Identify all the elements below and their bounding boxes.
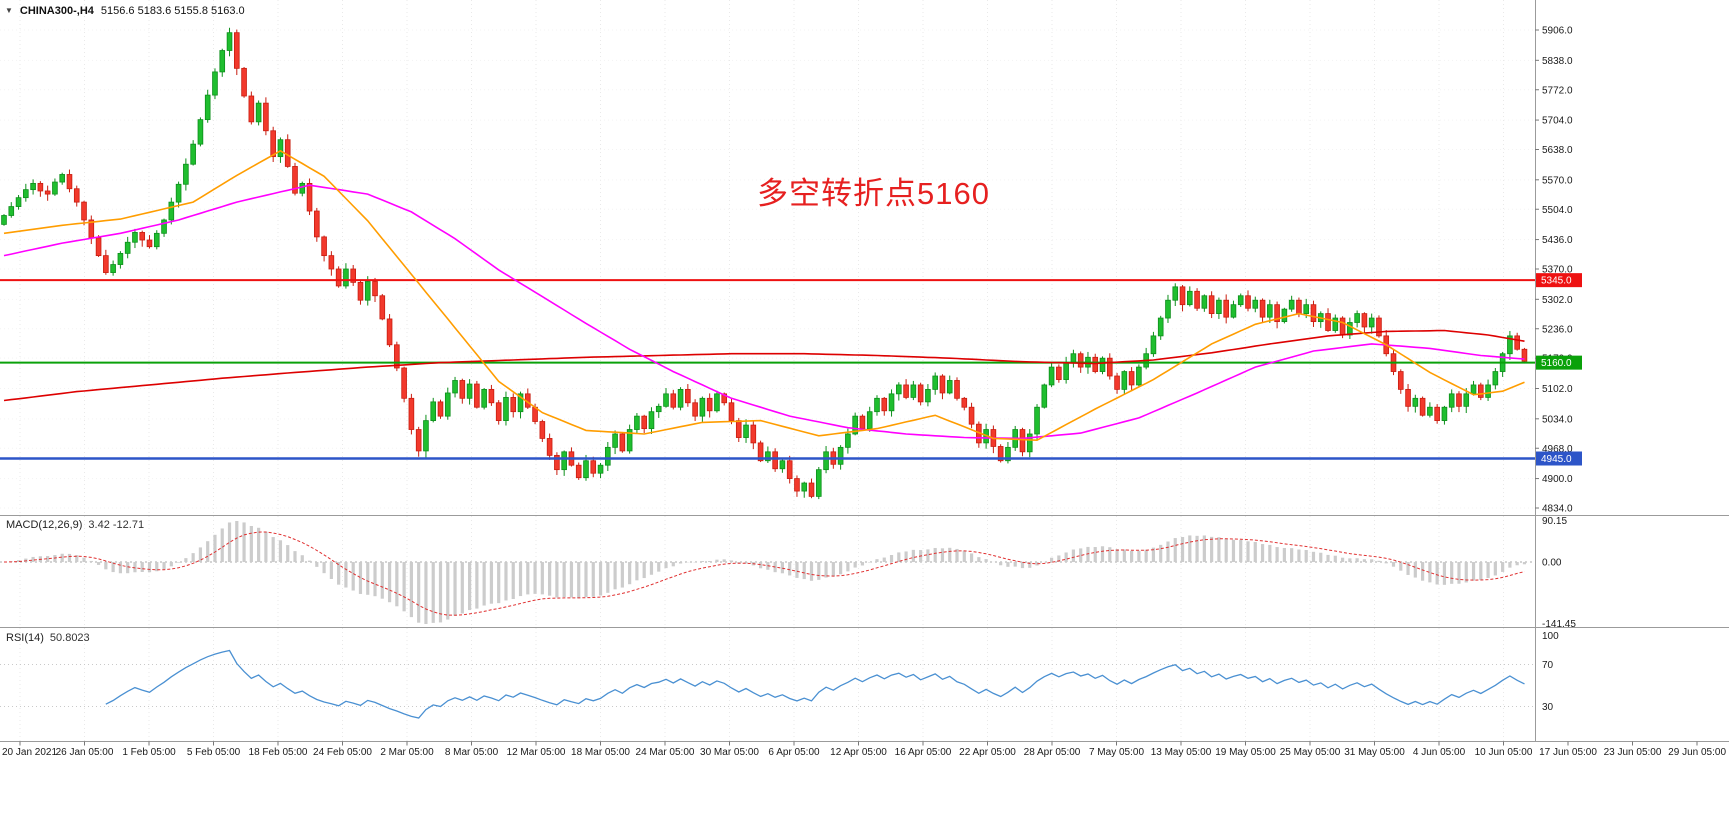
symbol-timeframe-label: CHINA300-,H4 [19, 5, 94, 17]
time-tick-label: 16 Apr 05:00 [895, 747, 952, 758]
time-tick-label: 26 Jan 05:00 [56, 747, 114, 758]
price-axis[interactable]: 5906.0 5838.0 5772.0 5704.0 5638.0 5570.0 5504… [1535, 26, 1582, 515]
time-tick-label: 5 Feb 05:00 [187, 747, 241, 758]
price-tick-label: 5236.0 [1542, 324, 1573, 335]
macd-axis-label: -141.45 [1542, 619, 1576, 630]
time-tick-label: 23 Jun 05:00 [1604, 747, 1662, 758]
price-tick-label: 5570.0 [1542, 175, 1573, 186]
time-tick-label: 19 May 05:00 [1215, 747, 1276, 758]
price-tick-label: 4900.0 [1542, 474, 1573, 485]
time-tick-label: 22 Apr 05:00 [959, 747, 1016, 758]
ma-line-slow-red [3, 329, 1525, 402]
ma-line-medium-magenta [3, 184, 1525, 440]
svg-text:5160.0: 5160.0 [1541, 358, 1572, 369]
price-tick-label: 4834.0 [1542, 504, 1573, 515]
price-tick-label: 5704.0 [1542, 116, 1573, 127]
price-tick-label: 5838.0 [1542, 56, 1573, 67]
symbol-header: ▼ CHINA300-,H4 5156.6 5183.6 5155.8 5163… [5, 5, 245, 17]
price-tick-label: 4968.0 [1542, 444, 1573, 455]
time-tick-label: 29 Jun 05:00 [1668, 747, 1726, 758]
macd-axis-label: 0.00 [1542, 558, 1562, 569]
rsi-line [105, 649, 1525, 719]
price-tick-label: 5034.0 [1542, 414, 1573, 425]
time-tick-label: 18 Feb 05:00 [249, 747, 308, 758]
price-badge-5345.0: 5345.0 [1536, 273, 1582, 288]
trend-note-text[interactable]: 多空转折点5160 [757, 176, 990, 211]
time-tick-label: 7 May 05:00 [1089, 747, 1144, 758]
macd-signal-line [3, 531, 1525, 616]
price-tick-label: 5638.0 [1542, 145, 1573, 156]
time-tick-label: 13 May 05:00 [1151, 747, 1212, 758]
time-tick-label: 30 Mar 05:00 [700, 747, 759, 758]
time-tick-label: 17 Jun 05:00 [1539, 747, 1597, 758]
time-tick-label: 25 May 05:00 [1280, 747, 1341, 758]
ma-line-fast-orange [3, 149, 1525, 442]
macd-histogram [9, 521, 1527, 624]
time-tick-label: 10 Jun 05:00 [1475, 747, 1533, 758]
price-tick-label: 5436.0 [1542, 235, 1573, 246]
time-tick-label: 24 Mar 05:00 [636, 747, 695, 758]
time-tick-label: 20 Jan 2021 [2, 747, 57, 758]
time-tick-label: 6 Apr 05:00 [768, 747, 820, 758]
rsi-name: RSI(14) [6, 632, 44, 644]
time-tick-label: 2 Mar 05:00 [380, 747, 434, 758]
price-tick-label: 5504.0 [1542, 205, 1573, 216]
svg-text:5345.0: 5345.0 [1541, 276, 1572, 287]
price-badge-5160.0: 5160.0 [1536, 355, 1582, 370]
macd-indicator-label: MACD(12,26,9) 3.42 -12.71 [6, 519, 144, 531]
rsi-axis-label: 30 [1542, 702, 1554, 713]
price-tick-label: 5906.0 [1542, 26, 1573, 37]
time-tick-label: 12 Mar 05:00 [507, 747, 566, 758]
time-tick-label: 31 May 05:00 [1344, 747, 1405, 758]
price-tick-label: 5302.0 [1542, 295, 1573, 306]
macd-axis-label: 90.15 [1542, 516, 1567, 527]
time-tick-label: 8 Mar 05:00 [445, 747, 499, 758]
price-tick-label: 5102.0 [1542, 384, 1573, 395]
price-tick-label: 5370.0 [1542, 265, 1573, 276]
grid [0, 0, 1535, 741]
price-tick-label: 5772.0 [1542, 85, 1573, 96]
svg-text:4945.0: 4945.0 [1541, 454, 1572, 465]
time-tick-label: 28 Apr 05:00 [1024, 747, 1081, 758]
price-badge-4945.0: 4945.0 [1536, 451, 1582, 466]
rsi-axis-label: 100 [1542, 631, 1559, 642]
time-tick-label: 24 Feb 05:00 [313, 747, 372, 758]
collapse-icon[interactable]: ▼ [5, 6, 13, 15]
time-tick-label: 12 Apr 05:00 [830, 747, 887, 758]
ohlc-values: 5156.6 5183.6 5155.8 5163.0 [100, 5, 245, 17]
macd-name: MACD(12,26,9) [6, 519, 83, 531]
macd-values: 3.42 -12.71 [88, 519, 145, 531]
rsi-value: 50.8023 [49, 632, 90, 644]
time-tick-label: 18 Mar 05:00 [571, 747, 630, 758]
horizontal-lines [0, 279, 1535, 460]
rsi-axis-label: 70 [1542, 660, 1554, 671]
time-tick-label: 4 Jun 05:00 [1413, 747, 1466, 758]
time-tick-label: 1 Feb 05:00 [122, 747, 176, 758]
candles-group [1, 27, 1528, 500]
rsi-indicator-label: RSI(14) 50.8023 [6, 632, 90, 644]
